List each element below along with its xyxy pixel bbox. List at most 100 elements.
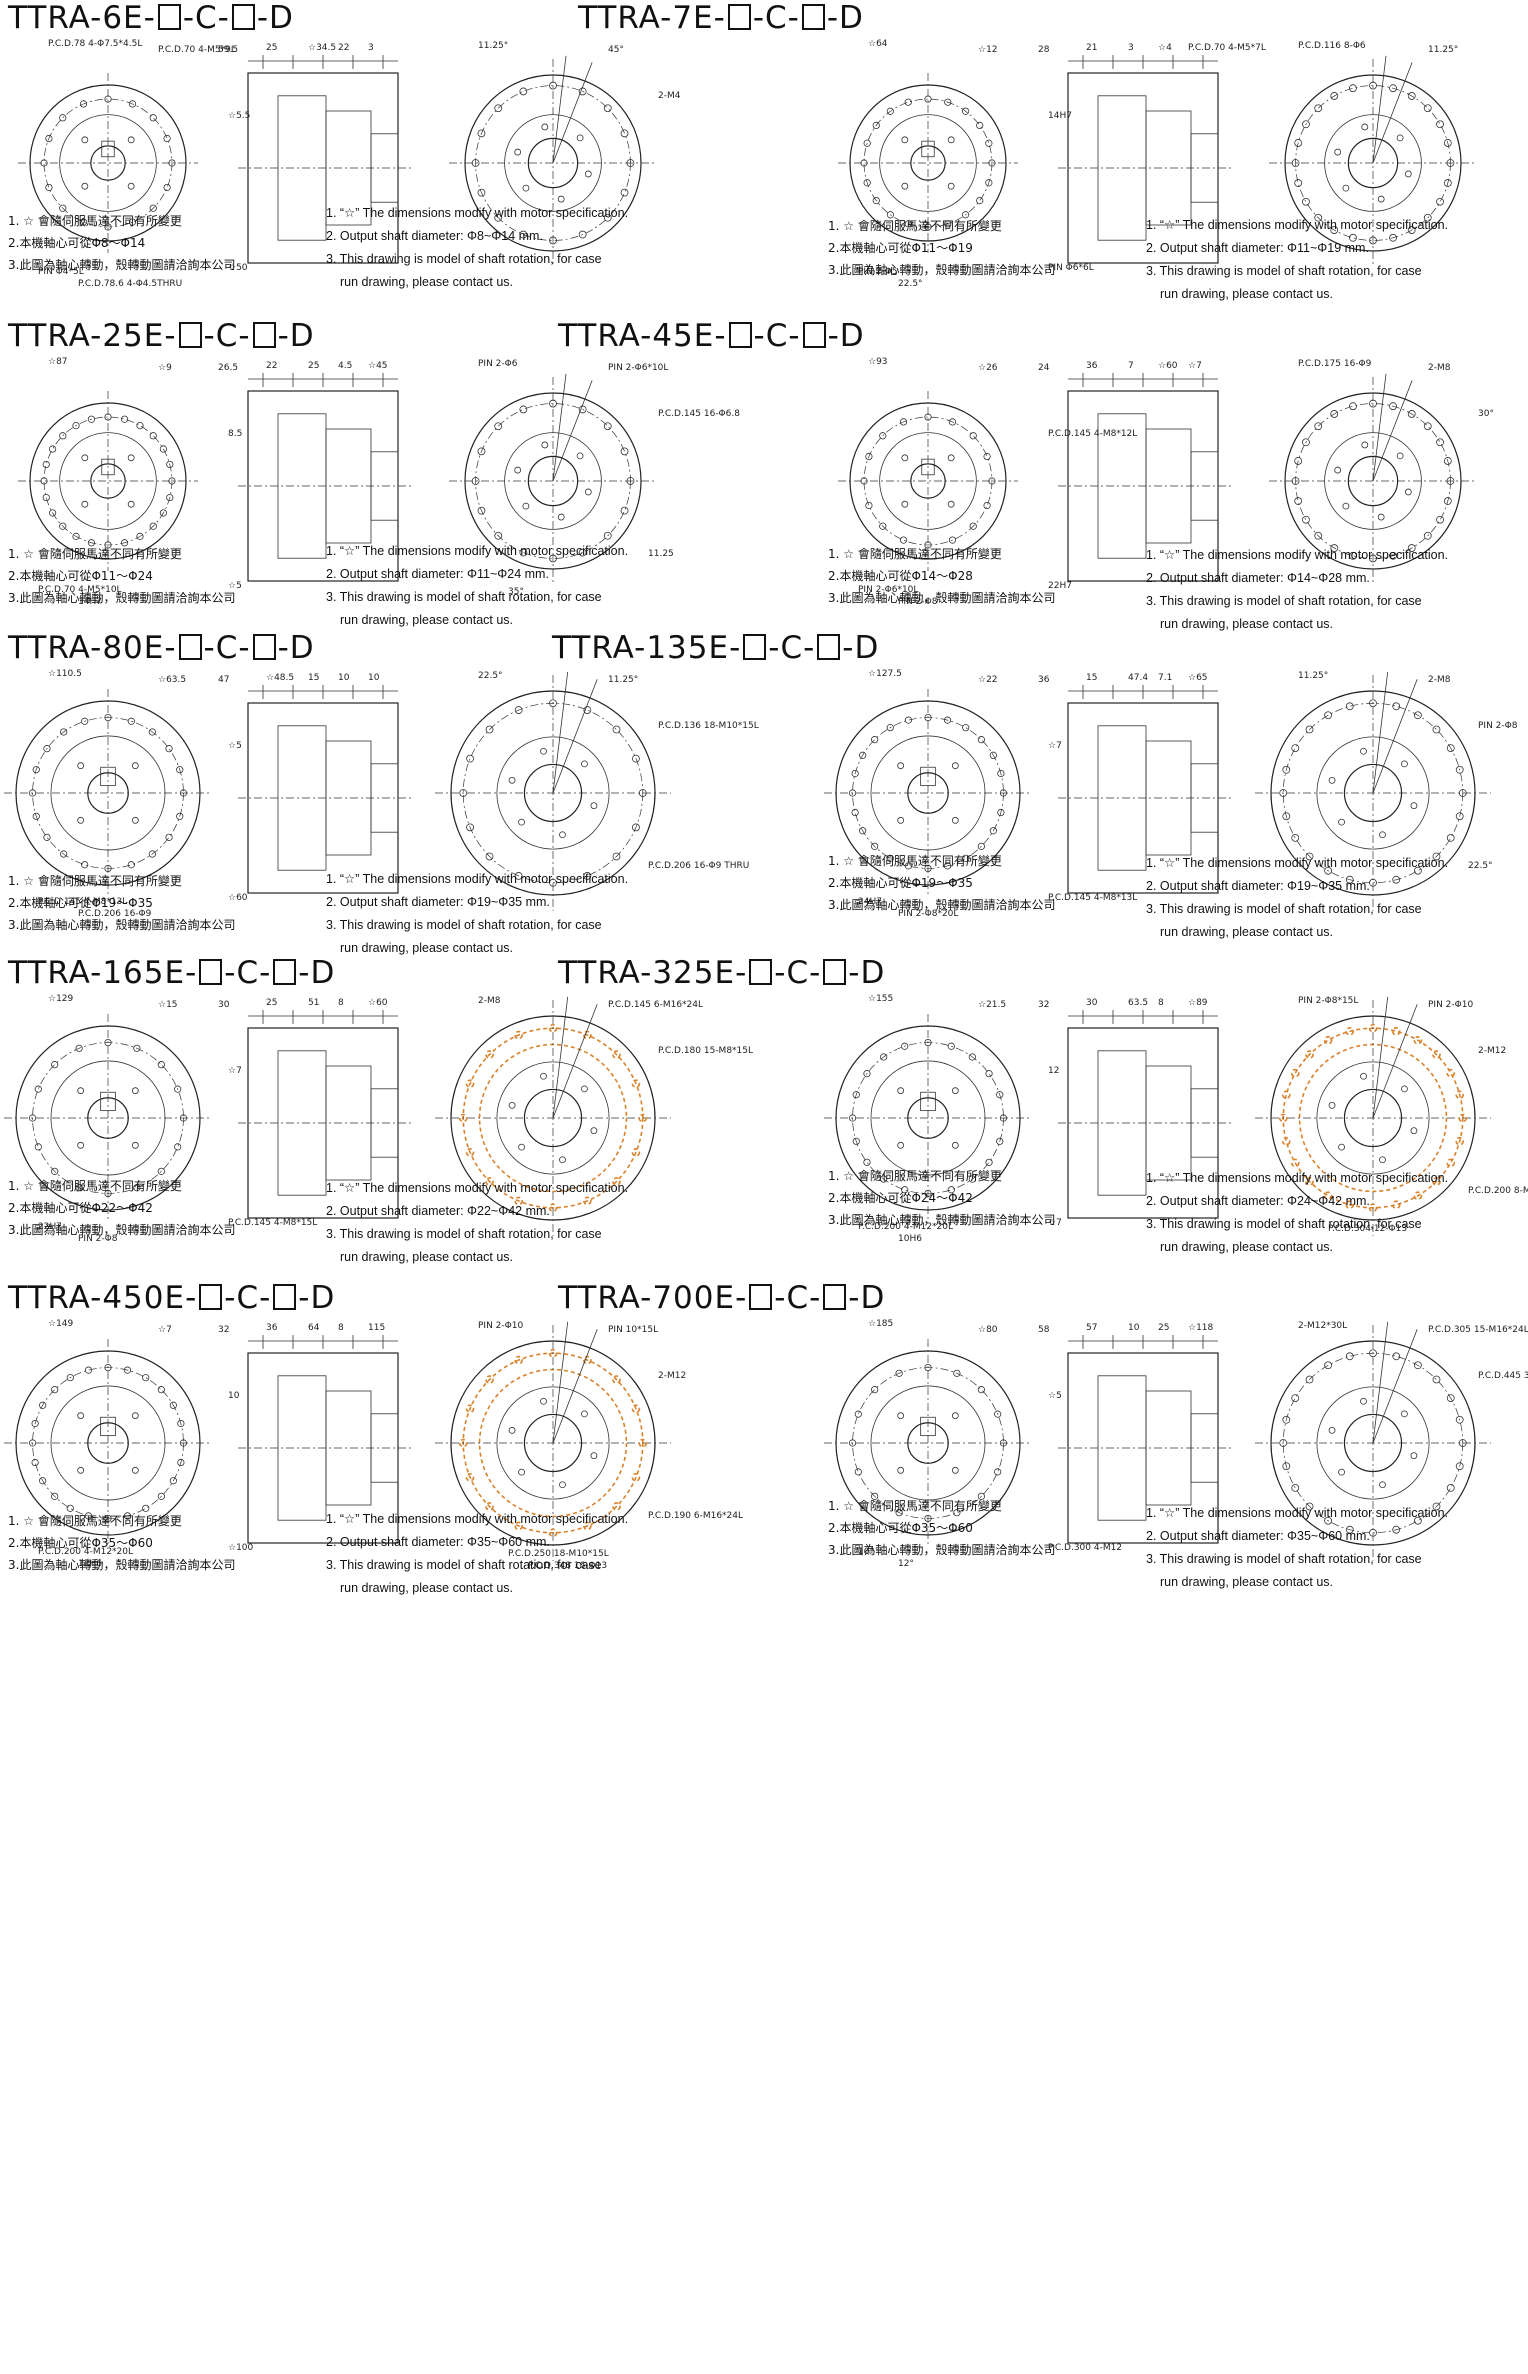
bolt-hole (904, 98, 912, 106)
output-bolt-hole (1432, 1177, 1441, 1186)
housing-circle (59, 114, 157, 212)
angle-leader (1372, 373, 1387, 482)
motor-mount-hole (901, 182, 909, 190)
dimension-label: 47 (218, 675, 229, 685)
motor-mount-hole (947, 136, 955, 144)
motor-mount-hole (131, 1466, 139, 1474)
output-bolt-hole (583, 872, 592, 880)
note-en-3-cont: run drawing, please contact us. (1160, 617, 1334, 631)
note-en-1: 1. “☆” The dimensions modify with motor … (1146, 1506, 1449, 1520)
bolt-hole (149, 522, 157, 530)
output-bolt-hole (1314, 213, 1323, 222)
bolt-hole (999, 789, 1008, 797)
bolt-hole (104, 413, 112, 421)
notes-english: 1. “☆” The dimensions modify with motor … (1146, 1167, 1448, 1259)
bolt-hole (28, 789, 37, 797)
output-bolt-hole (583, 706, 592, 714)
output-bolt-hole (1369, 236, 1377, 245)
dimension-label: 10H6 (898, 1234, 922, 1244)
title-suffix: -D (842, 630, 880, 666)
output-bolt-hole (494, 422, 503, 431)
bolt-hole (983, 452, 991, 461)
bolt-hole (75, 1044, 83, 1052)
notes-chinese: 1. ☆ 會隨伺服馬達不同有所變更 2.本機軸心可從Φ24～Φ42 3.此圖為軸心轉… (828, 1165, 1055, 1231)
model-title: TTRA-45E- -C- -D (558, 318, 865, 354)
motor-mount-hole (897, 762, 905, 770)
note-en-1: 1. “☆” The dimensions modify with motor … (326, 1181, 629, 1195)
bolt-hole (40, 477, 48, 485)
bolt-hole (42, 493, 50, 502)
notes-english: 1. “☆” The dimensions modify with motor … (326, 1177, 628, 1269)
output-bolt-hole (1413, 1361, 1422, 1370)
dimension-label: 10° (858, 1547, 874, 1557)
bolt-hole (174, 1143, 182, 1151)
motor-mount-hole (951, 1412, 959, 1420)
dimension-label: P.C.D.348 16-Φ13 (528, 1561, 607, 1571)
motor-mount-hole (81, 454, 89, 462)
output-bolt-hole (466, 754, 474, 763)
note-zh-2: 2.本機軸心可從Φ14～Φ28 (828, 569, 973, 583)
output-bolt-hole (1345, 702, 1354, 711)
dimension-label: P.C.D.145 4-M8*12L (1048, 429, 1137, 439)
bolt-hole (985, 1070, 993, 1078)
bolt-hole (79, 218, 88, 226)
dimension-label: P.C.D.78.6 4-Φ4.5THRU (78, 279, 182, 289)
dimension-label: 8 (338, 1323, 344, 1333)
motor-mount-hole (897, 816, 905, 824)
output-bolt-hole (578, 405, 587, 414)
output-bolt-hole (549, 81, 557, 90)
output-bolt-hole (631, 1148, 641, 1157)
note-en-3: 3. This drawing is model of shaft rotati… (326, 252, 602, 266)
technical-drawing: ☆127.5 ☆22 36 15 47.4 7.1 ☆65 ☆7 P.C.D.145 4-M8*… (824, 669, 1518, 919)
output-bolt-hole (459, 789, 468, 797)
output-bolt-hole (620, 447, 629, 456)
model-title: TTRA-135E- -C- -D (552, 630, 879, 666)
output-bolt-hole (1330, 544, 1339, 552)
output-bolt-hole (1389, 233, 1397, 242)
dimension-label: PIN 2-Φ10 (1428, 1000, 1473, 1010)
motor-mount-hole (901, 136, 909, 144)
output-bolt-hole (1369, 1349, 1377, 1358)
angle-leader (1372, 62, 1413, 164)
bolt-hole (165, 745, 173, 753)
dimension-label: 32 (1038, 1000, 1049, 1010)
title-suffix: -D (826, 0, 864, 36)
output-bolt-hole (485, 852, 494, 861)
title-mid: -C- (203, 630, 251, 666)
title-mid: -C- (224, 955, 272, 991)
bolt-hole (51, 1492, 59, 1500)
dimension-label: ☆63.5 (158, 675, 186, 685)
title-mid: -C- (774, 955, 822, 991)
motor-mount-hole (77, 1412, 85, 1420)
bolt-hole (969, 432, 977, 440)
bolt-hole (994, 1410, 1002, 1418)
drawing-views: ☆93 ☆26 24 36 7 ☆60 ☆7 P.C.D.145 4-M8*12L 22H7 PI… (828, 356, 1528, 607)
output-bolt-hole (1458, 1439, 1467, 1447)
side-output-block (1145, 740, 1192, 856)
option-box-icon (199, 959, 223, 985)
output-bolt-hole (485, 725, 494, 734)
dimension-label: ☆5 (228, 581, 242, 591)
bolt-hole (852, 1091, 860, 1099)
dimension-label: 11.25° (478, 41, 508, 51)
bolt-hole (149, 114, 157, 122)
dimension-label: ☆7 (228, 1066, 242, 1076)
bolt-hole (886, 854, 894, 862)
bolt-hole (865, 452, 873, 461)
note-en-3-cont: run drawing, please contact us. (340, 1250, 514, 1264)
side-output-block (325, 428, 372, 544)
angle-leader (552, 996, 569, 1119)
drawing-views: ☆149 ☆7 32 36 64 8 115 10 ☆100 P.C.D.200 4-M12*20… (4, 1318, 743, 1571)
note-zh-3: 3.此圖為軸心轉動，殼轉動圖請洽詢本公司 (828, 1213, 1056, 1227)
bolt-hole (871, 736, 879, 744)
bolt-hole (901, 1186, 909, 1194)
bolt-hole (863, 1158, 871, 1166)
bolt-hole (127, 717, 135, 725)
output-tap-hole (584, 488, 592, 496)
output-bolt-hole (1436, 120, 1444, 129)
dimension-label: 22.5° (898, 279, 923, 289)
bolt-hole (123, 1366, 132, 1374)
bolt-hole (953, 1509, 961, 1517)
note-en-3: 3. This drawing is model of shaft rotati… (326, 590, 602, 604)
notes-english: 1. “☆” The dimensions modify with motor … (326, 868, 628, 960)
